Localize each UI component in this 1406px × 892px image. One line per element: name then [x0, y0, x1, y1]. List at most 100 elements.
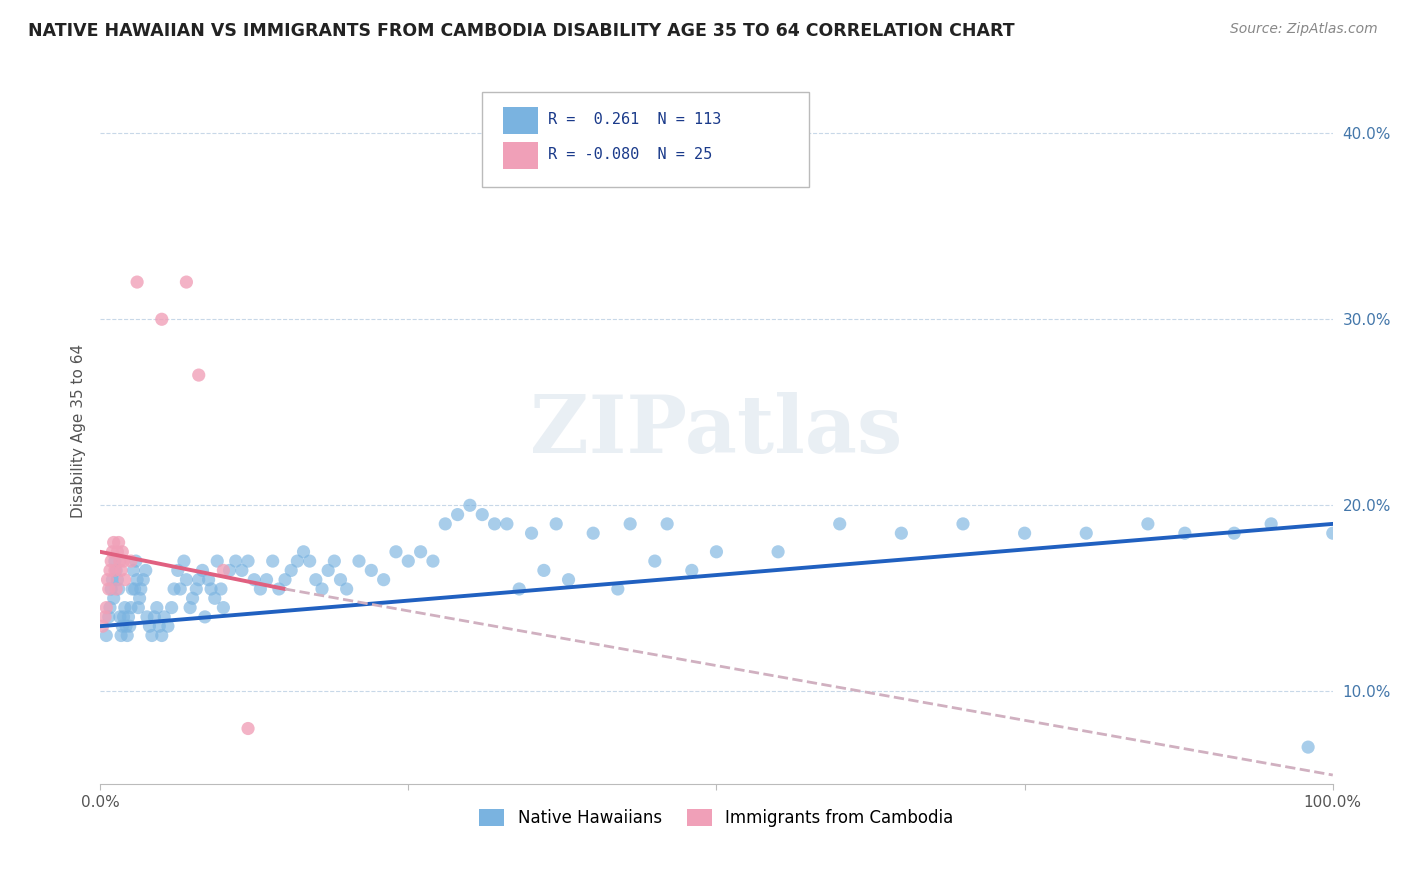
Point: [496, 516, 519, 531]
Point: [156, 619, 179, 633]
Point: [1260, 516, 1282, 531]
Point: [136, 610, 159, 624]
Point: [127, 600, 149, 615]
Point: [141, 628, 163, 642]
Point: [153, 610, 176, 624]
Point: [285, 554, 308, 568]
Point: [249, 582, 271, 596]
Point: [484, 516, 506, 531]
Text: ZIPatlas: ZIPatlas: [530, 392, 903, 470]
Point: [97, 610, 120, 624]
Point: [311, 582, 333, 596]
Point: [207, 554, 229, 568]
FancyBboxPatch shape: [503, 107, 537, 134]
FancyBboxPatch shape: [503, 143, 537, 169]
Point: [91, 619, 114, 633]
Point: [138, 619, 160, 633]
Point: [150, 628, 173, 642]
Point: [582, 526, 605, 541]
Point: [114, 573, 136, 587]
Point: [105, 545, 128, 559]
Point: [329, 573, 352, 587]
Point: [890, 526, 912, 541]
Point: [98, 563, 121, 577]
Point: [508, 582, 530, 596]
Point: [118, 619, 141, 633]
Point: [115, 619, 138, 633]
Point: [127, 573, 149, 587]
FancyBboxPatch shape: [482, 92, 808, 187]
Point: [471, 508, 494, 522]
Point: [94, 610, 117, 624]
Point: [96, 573, 118, 587]
Point: [446, 508, 468, 522]
Point: [112, 610, 135, 624]
Point: [143, 610, 166, 624]
Point: [100, 582, 122, 596]
Point: [163, 582, 186, 596]
Point: [150, 312, 173, 326]
Point: [117, 610, 139, 624]
Point: [212, 563, 235, 577]
Point: [114, 600, 136, 615]
Point: [557, 573, 579, 587]
Point: [262, 554, 284, 568]
Point: [197, 573, 219, 587]
Point: [546, 516, 568, 531]
Point: [396, 554, 419, 568]
Point: [166, 563, 188, 577]
Point: [179, 600, 201, 615]
Text: Source: ZipAtlas.com: Source: ZipAtlas.com: [1230, 22, 1378, 37]
Point: [108, 554, 131, 568]
Point: [176, 573, 198, 587]
Point: [1296, 740, 1319, 755]
Point: [112, 554, 135, 568]
Text: R = -0.080  N = 25: R = -0.080 N = 25: [547, 147, 711, 162]
Point: [120, 600, 142, 615]
Point: [176, 275, 198, 289]
Point: [225, 554, 247, 568]
Point: [120, 554, 142, 568]
Point: [124, 582, 146, 596]
Point: [204, 591, 226, 606]
Point: [385, 545, 408, 559]
Point: [409, 545, 432, 559]
Point: [107, 582, 129, 596]
Point: [323, 554, 346, 568]
Point: [107, 535, 129, 549]
Point: [146, 600, 169, 615]
Point: [360, 563, 382, 577]
Point: [186, 582, 208, 596]
Point: [125, 554, 148, 568]
Point: [101, 573, 124, 587]
Point: [173, 554, 195, 568]
Point: [292, 545, 315, 559]
Point: [1174, 526, 1197, 541]
Point: [606, 582, 628, 596]
Point: [422, 554, 444, 568]
Point: [373, 573, 395, 587]
Point: [111, 619, 134, 633]
Point: [236, 554, 259, 568]
Point: [121, 582, 143, 596]
Point: [194, 610, 217, 624]
Point: [100, 554, 122, 568]
Point: [104, 563, 127, 577]
Point: [236, 722, 259, 736]
Point: [160, 600, 183, 615]
Point: [218, 563, 240, 577]
Point: [305, 573, 328, 587]
Point: [103, 591, 125, 606]
Point: [952, 516, 974, 531]
Point: [105, 563, 128, 577]
Point: [619, 516, 641, 531]
Point: [1014, 526, 1036, 541]
Text: R =  0.261  N = 113: R = 0.261 N = 113: [547, 112, 721, 127]
Point: [132, 573, 155, 587]
Point: [533, 563, 555, 577]
Point: [96, 600, 118, 615]
Point: [267, 582, 290, 596]
Point: [274, 573, 297, 587]
Point: [135, 563, 157, 577]
Point: [103, 535, 125, 549]
